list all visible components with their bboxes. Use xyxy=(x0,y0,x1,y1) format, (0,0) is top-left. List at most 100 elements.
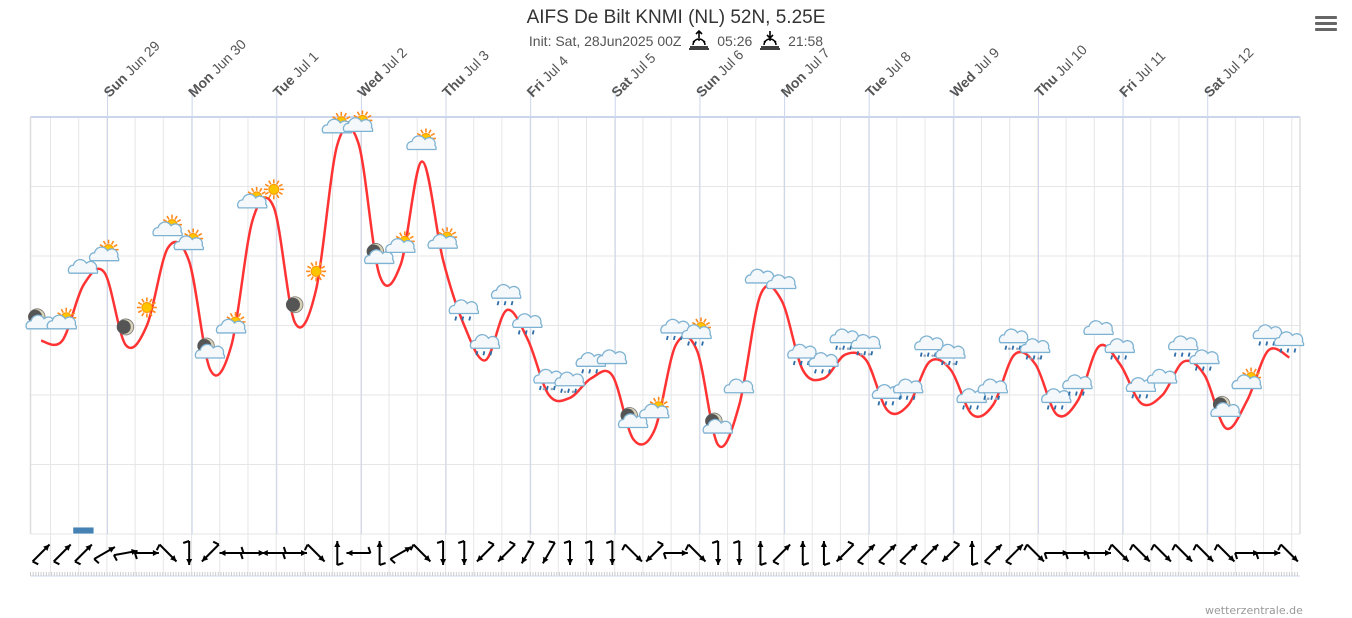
cloud-shape xyxy=(1041,388,1072,404)
wind-arrow-icon xyxy=(732,540,743,565)
wind-head xyxy=(1185,555,1193,562)
chart-title: AIFS De Bilt KNMI (NL) 52N, 5.25E xyxy=(526,7,826,28)
day-label: MonJul 7 xyxy=(777,45,833,101)
wind-arrow-icon xyxy=(334,541,344,566)
wind-head xyxy=(1122,555,1129,562)
day-name: Thu xyxy=(1031,71,1060,100)
wind-barb xyxy=(53,560,60,566)
wind-arrow-icon xyxy=(201,540,220,563)
wind-barb xyxy=(1213,544,1219,551)
sun-ray xyxy=(695,318,699,323)
sun-ray xyxy=(428,129,432,134)
cloud-shape xyxy=(194,343,226,359)
cloud-shape xyxy=(1104,338,1135,354)
wind-arrow-icon xyxy=(1005,543,1024,566)
rain-drop xyxy=(574,388,577,393)
rain-drop xyxy=(842,345,845,350)
wind-arrow-icon xyxy=(1277,543,1299,563)
sun-ray xyxy=(60,308,64,313)
wind-arrow-icon xyxy=(542,540,556,564)
sun-ray xyxy=(229,312,234,318)
sun-ray xyxy=(247,191,252,195)
wind-barb xyxy=(1043,552,1048,560)
sun-ray xyxy=(174,215,178,220)
day-date: Jul 4 xyxy=(539,52,571,84)
sun-cloud-rain-icon xyxy=(681,317,712,346)
sleet-flake xyxy=(859,352,863,356)
moon-cloud-icon xyxy=(1210,395,1241,418)
cloud-shape xyxy=(363,249,395,265)
wind-barb xyxy=(1277,544,1282,551)
cloud-icon xyxy=(1146,368,1178,384)
sun-ray xyxy=(184,232,189,237)
sun-ray xyxy=(137,301,143,306)
day-date: Jul 3 xyxy=(460,47,492,79)
rain-drop xyxy=(891,401,895,406)
wind-head xyxy=(64,544,71,551)
cloud-shape xyxy=(88,246,120,262)
wind-arrow-icon xyxy=(772,543,791,566)
precip-bar xyxy=(72,526,95,535)
rain-drop xyxy=(990,395,994,400)
wind-head xyxy=(152,550,159,556)
sun-ray xyxy=(276,180,280,185)
cloud-rain-icon xyxy=(490,284,522,306)
sun-ray xyxy=(110,240,115,245)
sun-ray xyxy=(320,273,326,278)
sun-ray xyxy=(703,318,707,323)
rain-drop xyxy=(595,369,599,374)
hamburger-menu-icon[interactable] xyxy=(1315,16,1337,34)
rain-drop xyxy=(1258,341,1262,346)
rain-drop xyxy=(517,330,521,335)
wind-head xyxy=(1164,555,1171,562)
rain-drop xyxy=(969,405,972,410)
sun-cloud-icon xyxy=(46,307,78,330)
cloud-sleet-icon xyxy=(554,371,585,394)
cloud-shape xyxy=(448,299,480,315)
sun-ray xyxy=(258,187,263,193)
sleet-flake xyxy=(1008,347,1011,350)
day-label: SunJul 6 xyxy=(693,46,747,100)
credit-link[interactable]: wetterzentrale.de xyxy=(1205,604,1303,617)
sun-ray xyxy=(395,235,400,240)
day-date: Jul 1 xyxy=(289,48,321,80)
cloud-shape xyxy=(1189,349,1220,365)
wind-head xyxy=(498,555,505,562)
cloud-shape xyxy=(977,378,1009,394)
sun-cloud-icon xyxy=(215,311,247,334)
wind-arrow-icon xyxy=(133,550,159,560)
sun-ray xyxy=(1245,368,1249,373)
sun-ray xyxy=(399,232,403,237)
rain-drop xyxy=(1187,352,1191,357)
wind-head xyxy=(820,541,827,547)
sun-cloud-icon xyxy=(1231,367,1262,390)
sun-ray xyxy=(310,276,314,281)
wind-barb xyxy=(984,560,991,566)
sun-ray xyxy=(1255,371,1261,376)
wind-arrow-icon xyxy=(563,540,574,565)
moon-icon xyxy=(285,296,304,314)
rain-drop xyxy=(1208,366,1212,371)
wind-arrow-icon xyxy=(1064,550,1090,560)
chart-subtitle: Init: Sat, 28Jun2025 00Z 05:26 21:58 xyxy=(0,29,1352,50)
cloud-shape xyxy=(787,343,818,359)
rain-drop xyxy=(884,401,888,406)
sun-cloud-icon xyxy=(173,228,205,251)
day-label: FriJul 4 xyxy=(523,52,571,100)
wind-arrow-icon xyxy=(31,543,51,566)
sun-ray xyxy=(195,229,199,234)
rain-drop xyxy=(856,351,860,356)
day-name: Tue xyxy=(270,72,298,100)
rain-drop xyxy=(1180,352,1184,357)
wind-barb xyxy=(1064,552,1069,560)
wind-arrow-icon xyxy=(74,543,93,566)
sun-ray xyxy=(409,235,414,240)
wind-arrow-icon xyxy=(93,546,116,564)
cloud-shape xyxy=(998,328,1030,344)
moon-cloud-icon xyxy=(194,337,226,359)
day-name: Sat xyxy=(608,73,635,100)
sun-disc xyxy=(141,302,153,313)
moon-shadow xyxy=(116,319,131,334)
day-name: Thu xyxy=(439,71,468,100)
sun-ray xyxy=(705,321,711,326)
